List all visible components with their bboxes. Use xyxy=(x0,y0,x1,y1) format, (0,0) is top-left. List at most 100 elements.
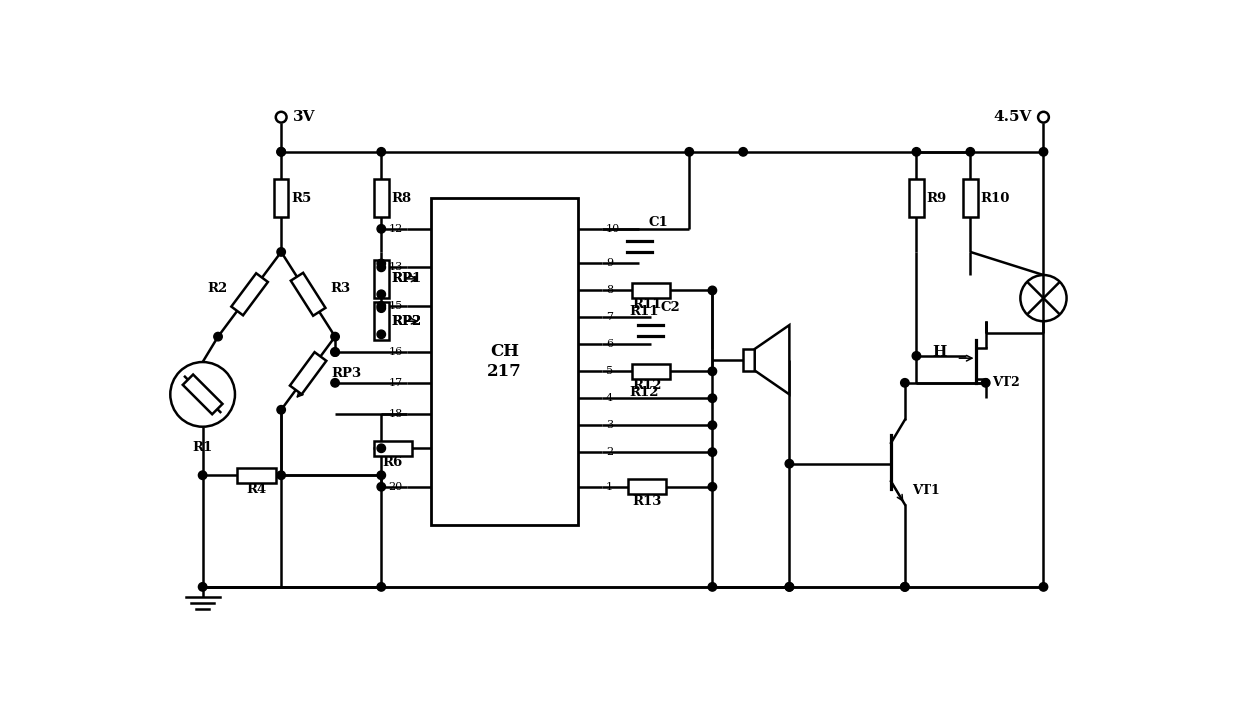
Text: R11: R11 xyxy=(629,305,659,318)
Circle shape xyxy=(278,406,285,414)
Text: 8: 8 xyxy=(606,286,613,296)
Circle shape xyxy=(377,259,385,268)
Bar xyxy=(183,375,223,414)
Circle shape xyxy=(214,332,222,341)
Text: VT1: VT1 xyxy=(913,484,940,497)
Text: 20: 20 xyxy=(389,481,403,492)
Text: R9: R9 xyxy=(927,192,947,204)
Text: 9: 9 xyxy=(606,259,613,269)
Bar xyxy=(291,273,326,316)
Circle shape xyxy=(1038,112,1049,122)
Text: R11: R11 xyxy=(632,298,662,311)
Text: R4: R4 xyxy=(247,483,266,496)
Bar xyxy=(374,179,389,217)
Text: R12: R12 xyxy=(629,386,659,399)
Text: 10: 10 xyxy=(606,224,621,234)
Text: RP3: RP3 xyxy=(332,367,362,380)
Text: 7: 7 xyxy=(606,312,613,322)
Circle shape xyxy=(198,583,207,591)
Polygon shape xyxy=(755,325,789,395)
Circle shape xyxy=(377,290,385,298)
Text: 4: 4 xyxy=(606,393,613,403)
Text: 3V: 3V xyxy=(292,110,315,124)
Circle shape xyxy=(738,148,747,156)
Circle shape xyxy=(912,148,921,156)
Text: 4.5V: 4.5V xyxy=(994,110,1032,124)
Circle shape xyxy=(709,421,716,429)
Circle shape xyxy=(377,483,385,491)
Text: R5: R5 xyxy=(291,192,311,204)
Bar xyxy=(963,179,978,217)
Bar xyxy=(909,179,924,217)
Circle shape xyxy=(901,378,909,387)
Circle shape xyxy=(278,471,285,479)
Circle shape xyxy=(377,263,385,271)
Circle shape xyxy=(786,460,794,468)
Text: 16: 16 xyxy=(389,347,403,357)
Text: C2: C2 xyxy=(660,301,680,314)
Circle shape xyxy=(331,332,339,341)
Circle shape xyxy=(901,583,909,591)
Bar xyxy=(743,349,755,370)
Bar xyxy=(632,364,670,378)
Circle shape xyxy=(198,471,207,479)
Text: R1: R1 xyxy=(192,440,213,454)
Text: R6: R6 xyxy=(383,456,403,469)
Text: 5: 5 xyxy=(606,366,613,376)
Text: 3: 3 xyxy=(606,420,613,430)
Circle shape xyxy=(377,225,385,233)
Circle shape xyxy=(377,302,385,310)
Circle shape xyxy=(966,148,975,156)
Text: 12: 12 xyxy=(389,224,403,234)
Text: R10: R10 xyxy=(980,192,1010,204)
Circle shape xyxy=(331,348,339,356)
Bar xyxy=(374,259,389,298)
Bar xyxy=(290,352,326,395)
Text: H: H xyxy=(932,345,947,359)
Circle shape xyxy=(786,583,794,591)
Circle shape xyxy=(1040,583,1048,591)
Bar xyxy=(274,179,289,217)
Text: CH
217: CH 217 xyxy=(487,344,522,380)
Circle shape xyxy=(276,112,286,122)
Circle shape xyxy=(685,148,694,156)
Circle shape xyxy=(709,367,716,375)
Circle shape xyxy=(709,286,716,295)
Circle shape xyxy=(901,583,909,591)
Bar xyxy=(374,441,413,455)
Circle shape xyxy=(377,471,385,479)
Circle shape xyxy=(331,348,339,356)
Text: RP2: RP2 xyxy=(392,315,421,328)
Circle shape xyxy=(709,448,716,456)
Circle shape xyxy=(709,394,716,402)
Text: R12: R12 xyxy=(632,379,662,392)
Circle shape xyxy=(278,247,285,256)
Text: 18: 18 xyxy=(389,409,403,419)
Text: R2: R2 xyxy=(207,281,228,295)
Text: R3: R3 xyxy=(331,281,351,295)
Circle shape xyxy=(377,330,385,339)
Text: RP2: RP2 xyxy=(392,315,421,328)
Circle shape xyxy=(331,378,339,387)
Circle shape xyxy=(377,304,385,312)
Text: VT2: VT2 xyxy=(992,376,1020,390)
Bar xyxy=(628,479,667,494)
Text: 1: 1 xyxy=(606,481,613,492)
Text: 17: 17 xyxy=(389,378,403,388)
Circle shape xyxy=(377,583,385,591)
Bar xyxy=(232,273,268,315)
Text: 15: 15 xyxy=(389,301,403,311)
Circle shape xyxy=(709,483,716,491)
Circle shape xyxy=(278,148,285,156)
Text: R8: R8 xyxy=(392,192,411,204)
Circle shape xyxy=(786,583,794,591)
Circle shape xyxy=(912,351,921,360)
Text: 13: 13 xyxy=(389,262,403,272)
Text: C1: C1 xyxy=(648,216,668,229)
Text: RP1: RP1 xyxy=(392,272,421,286)
Bar xyxy=(238,468,276,483)
Text: 6: 6 xyxy=(606,339,613,349)
Text: RP₁: RP₁ xyxy=(392,272,418,286)
Circle shape xyxy=(377,148,385,156)
Text: 2: 2 xyxy=(606,447,613,457)
